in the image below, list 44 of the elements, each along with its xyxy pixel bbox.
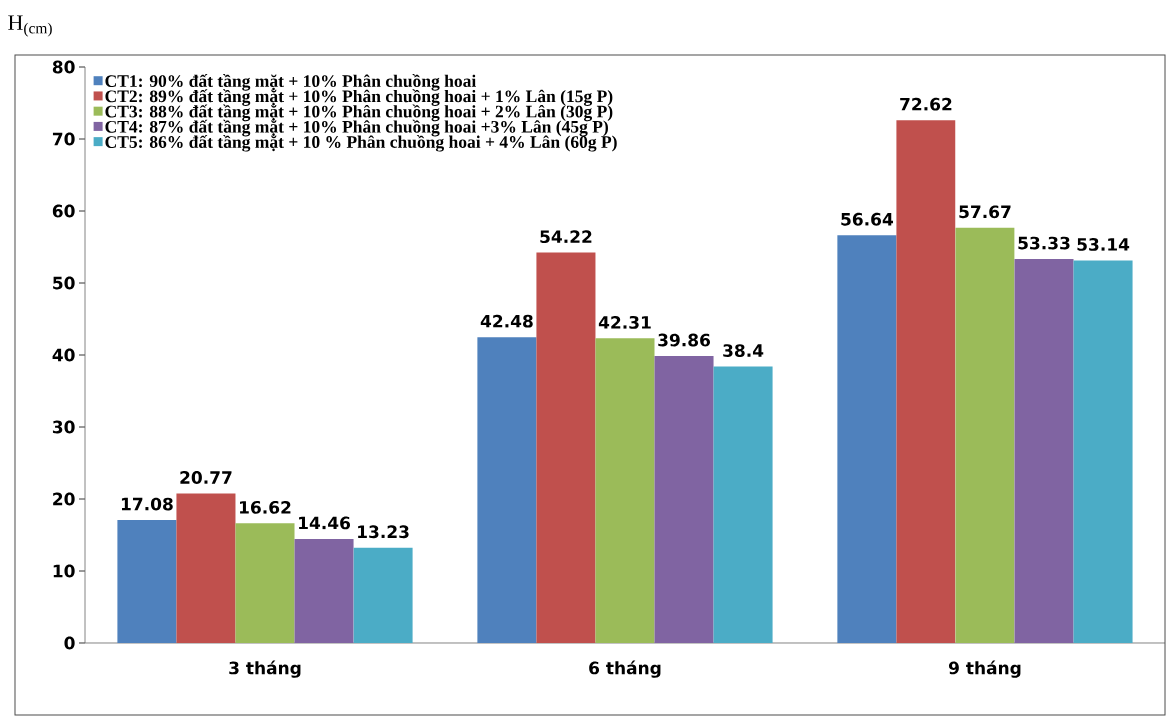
bar	[1073, 260, 1133, 643]
y-tick-label: 10	[53, 564, 75, 578]
x-tick-label: 9 tháng	[948, 660, 1021, 678]
data-label: 17.08	[121, 497, 173, 511]
bar	[654, 356, 714, 643]
data-label: 54.22	[540, 230, 592, 244]
bar	[595, 338, 655, 643]
y-tick-label: 20	[53, 492, 75, 506]
y-tick-label: 30	[52, 420, 75, 434]
y-tick-label: 70	[52, 132, 75, 146]
data-label: 42.31	[598, 315, 651, 329]
bar	[117, 520, 177, 643]
data-label: 53.14	[1077, 238, 1130, 251]
x-tick-label: 3 tháng	[229, 660, 301, 678]
bar	[294, 538, 354, 643]
bar	[536, 252, 596, 643]
bar	[176, 493, 236, 643]
y-tick-label: 80	[52, 60, 75, 74]
bar	[955, 227, 1015, 643]
data-label: 57.67	[959, 205, 1011, 219]
bar	[896, 120, 956, 643]
data-label: 53.33	[1018, 236, 1070, 250]
y-tick-label: 60	[52, 204, 75, 218]
data-label: 14.46	[299, 516, 351, 530]
bar	[713, 366, 773, 643]
y-tick-label: 40	[52, 348, 75, 362]
data-label: 42.48	[480, 314, 533, 328]
x-tick-label: 6 tháng	[589, 660, 661, 678]
bar	[477, 337, 537, 643]
data-label: 13.23	[358, 525, 409, 539]
bar	[1014, 259, 1074, 643]
y-tick-label: 0	[64, 636, 75, 650]
bar	[235, 523, 295, 643]
bar	[353, 547, 413, 643]
data-label: 56.64	[841, 212, 893, 226]
data-label: 72.62	[900, 97, 952, 111]
bar	[837, 235, 897, 643]
y-axis-title: H$_{(cm)}$	[8, 15, 52, 37]
data-label: 16.62	[240, 500, 291, 514]
legend-label: CT5: 86% đất tầng mặt + 10 % Phân chuồng hoai + 4% Lân (60g P)	[105, 135, 617, 152]
data-label: 39.86	[658, 333, 711, 347]
y-tick-label: 50	[53, 276, 75, 290]
data-label: 38.4	[723, 344, 764, 357]
data-label: 20.77	[180, 471, 232, 484]
